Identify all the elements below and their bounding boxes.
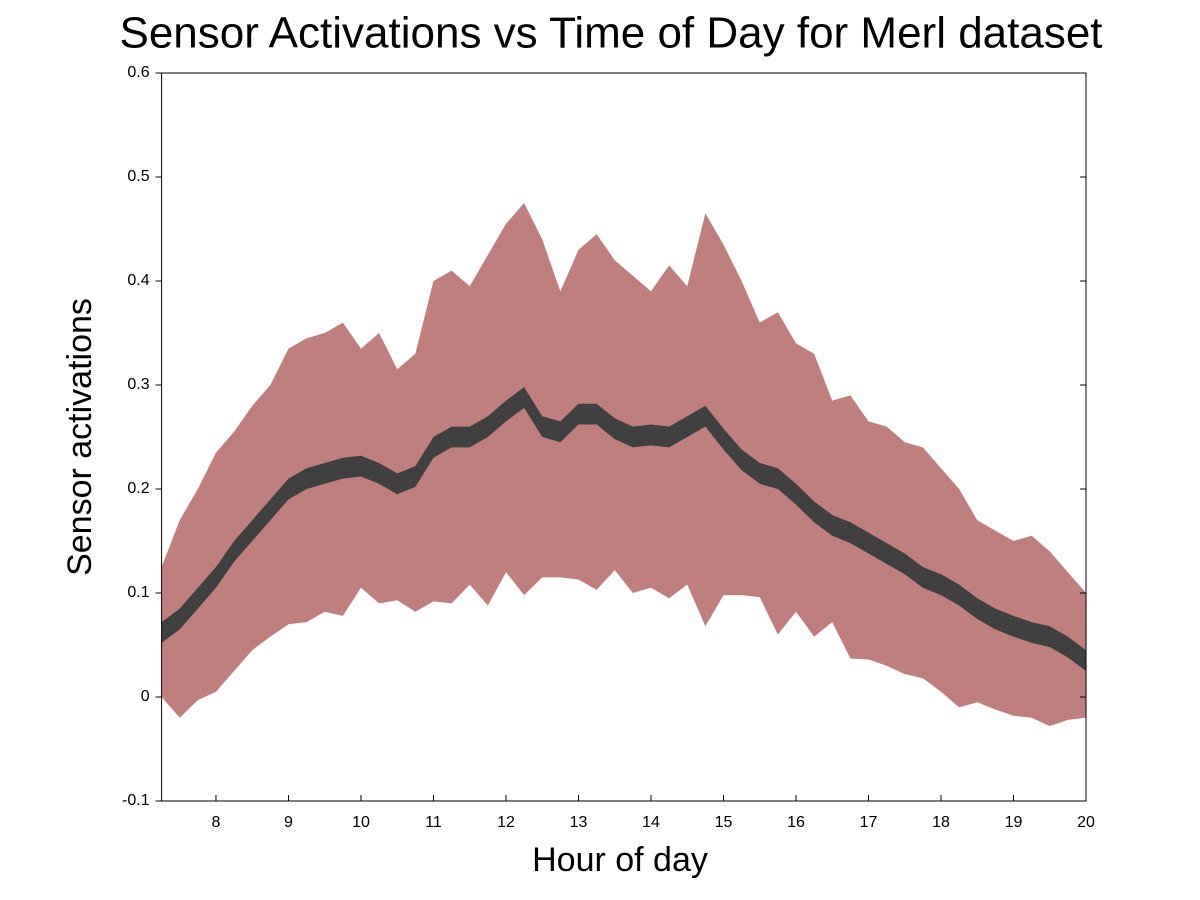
y-tick-label: 0.2 — [127, 480, 149, 497]
x-tick-label: 9 — [284, 814, 293, 831]
x-tick-label: 15 — [715, 814, 733, 831]
chart-title: Sensor Activations vs Time of Day for Me… — [119, 9, 1102, 58]
x-tick-label: 16 — [787, 814, 805, 831]
x-tick-label: 20 — [1077, 814, 1095, 831]
x-tick-label: 13 — [570, 814, 588, 831]
y-tick-label: -0.1 — [122, 792, 150, 809]
x-tick-label: 12 — [497, 814, 515, 831]
x-tick-label: 19 — [1005, 814, 1023, 831]
y-tick-label: 0.5 — [127, 168, 149, 185]
x-tick-label: 17 — [860, 814, 878, 831]
x-tick-label: 11 — [425, 814, 442, 831]
x-tick-label: 14 — [642, 814, 660, 831]
x-tick-label: 10 — [352, 814, 370, 831]
plot-frame — [161, 72, 1087, 802]
y-tick-label: 0.4 — [127, 272, 149, 289]
x-tick-label: 18 — [932, 814, 950, 831]
y-tick-label: 0 — [141, 688, 150, 705]
y-axis-label: Sensor activations — [61, 298, 99, 576]
y-tick-label: 0.6 — [127, 64, 149, 81]
x-tick-label: 8 — [212, 814, 221, 831]
x-axis-label: Hour of day — [532, 841, 708, 879]
y-tick-label: 0.1 — [127, 584, 149, 601]
y-tick-label: 0.3 — [127, 376, 149, 393]
band-area — [161, 203, 1087, 727]
